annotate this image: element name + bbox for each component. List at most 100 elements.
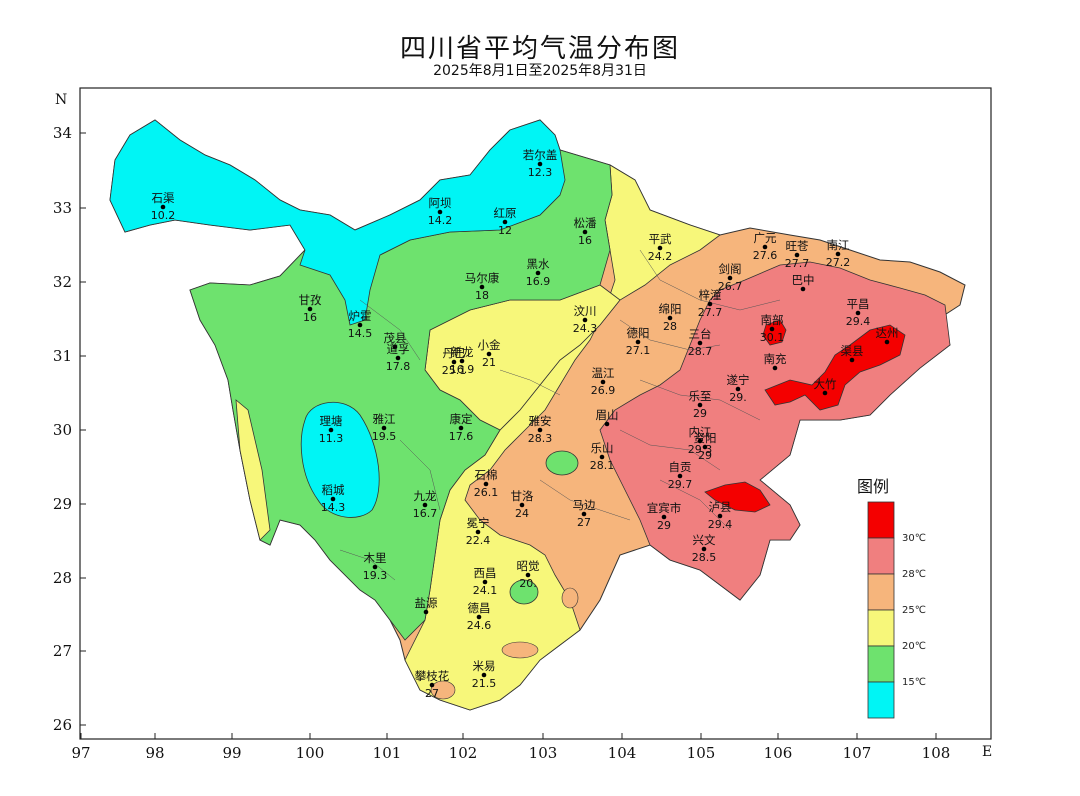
station-dot (357, 322, 363, 328)
station-name: 黑水 (527, 257, 550, 271)
station-dot (604, 421, 610, 427)
station-name: 盐源 (415, 596, 438, 610)
station: 南充 (764, 352, 787, 371)
station-dot (451, 359, 457, 365)
station-value: 14.5 (348, 327, 373, 340)
station-value: 29 (693, 407, 707, 420)
lon-tick-label: 105 (687, 744, 716, 762)
station-name: 兴文 (693, 533, 716, 547)
county-boundaries (339, 249, 781, 581)
station-name: 雅安 (529, 414, 552, 428)
station-dot (537, 427, 543, 433)
station: 甘孜 16 (299, 293, 322, 324)
station-name: 雅江 (373, 412, 396, 426)
station-value: 29 (657, 519, 671, 532)
station: 绵阳 28 (659, 302, 682, 333)
station-name: 昭觉 (517, 559, 540, 573)
station-value: 16 (303, 311, 317, 324)
station-name: 马尔康 (465, 271, 500, 285)
axes: 97 98 99 100 101 102 103 104 105 106 107 108 34 33 32 3… (53, 92, 992, 762)
lat-tick-label: 26 (53, 716, 72, 734)
stations: 石渠 10.2 若尔盖 12.3 阿坝 14.2 红原 12 松潘 16 平武 24.2 广元 27.6 旺… (151, 148, 899, 700)
lon-tick-label: 106 (764, 744, 793, 762)
station-name: 冕宁 (467, 516, 490, 530)
station-value: 22.4 (466, 534, 491, 547)
station-dot (667, 315, 673, 321)
region-above30-south (704, 481, 771, 513)
station: 小金 21 (478, 338, 501, 369)
region-above30-nanbu (762, 319, 787, 346)
station: 马边 27 (573, 498, 596, 529)
station-dot (735, 386, 741, 392)
station-value: 21 (482, 356, 496, 369)
station: 昭觉 20. (517, 559, 540, 590)
map-frame (79, 87, 992, 740)
station-value: 12.3 (528, 166, 553, 179)
legend-label-28: 28℃ (902, 569, 926, 580)
station-name: 达州 (876, 326, 899, 340)
station-dot (582, 317, 588, 323)
map-title: 四川省平均气温分布图 (399, 34, 680, 64)
station-dot (535, 270, 541, 276)
station-dot (581, 511, 587, 517)
station-name: 西昌 (474, 566, 497, 580)
station-dot (537, 161, 543, 167)
station: 温江 26.9 (591, 366, 616, 397)
station-dot (794, 252, 800, 258)
region-below15-north (109, 119, 566, 326)
station-name: 巴中 (792, 273, 815, 287)
station-name: 红原 (494, 206, 517, 220)
station: 内江 29.3 (688, 425, 713, 456)
station-value: 24.6 (467, 619, 492, 632)
station-name: 绵阳 (659, 302, 682, 316)
station-value: 10.2 (151, 209, 176, 222)
station-dot (476, 614, 482, 620)
station-name: 内江 (689, 425, 712, 439)
station-dot (769, 326, 775, 332)
station-value: 26.9 (591, 384, 616, 397)
station-dot (697, 340, 703, 346)
station-dot (727, 275, 733, 281)
station: 木里 19.3 (363, 551, 388, 582)
station: 德昌 24.6 (467, 601, 492, 632)
region-above30-east (764, 324, 906, 411)
legend-label-15: 15℃ (902, 677, 926, 688)
station-value: 24.3 (573, 322, 598, 335)
station-name: 道孚 (387, 342, 410, 356)
station-value: 27 (577, 516, 591, 529)
station-name: 平武 (649, 232, 672, 246)
lat-tick-label: 27 (53, 642, 72, 660)
station-value: 27.7 (785, 257, 810, 270)
station-name: 马边 (573, 498, 596, 512)
station-dot (657, 245, 663, 251)
station-name: 稻城 (322, 483, 345, 497)
station: 巴中 (792, 273, 815, 292)
station-name: 若尔盖 (523, 148, 558, 162)
station-value: 14.2 (428, 214, 453, 227)
station: 米易 21.5 (472, 659, 497, 690)
station-name: 德昌 (468, 601, 491, 615)
station-value: 28 (663, 320, 677, 333)
station: 炉霍 14.5 (348, 309, 373, 340)
station: 道孚 17.8 (386, 342, 411, 373)
station-name: 木里 (364, 551, 387, 565)
legend-swatch-28to30 (867, 537, 895, 575)
station-value: 21.5 (472, 677, 497, 690)
station: 新龙 16.9 (450, 345, 475, 376)
station: 茂县 (384, 331, 407, 350)
legend-swatch-15to20 (867, 645, 895, 683)
station: 攀枝花 27 (415, 669, 450, 700)
station: 大竹 (814, 377, 837, 396)
station-name: 温江 (592, 366, 615, 380)
station-value: 26.7 (718, 280, 743, 293)
station: 盐源 (415, 596, 438, 615)
station-value: 25.1 (442, 364, 467, 377)
station-value: 17.8 (386, 360, 411, 373)
station-value: 29.4 (708, 518, 733, 531)
lat-tick-label: 29 (53, 495, 72, 513)
lon-tick-label: 104 (608, 744, 637, 762)
station: 松潘 16 (574, 216, 597, 247)
station-dot (459, 358, 465, 364)
station-dot (702, 444, 708, 450)
station-dot (525, 572, 531, 578)
